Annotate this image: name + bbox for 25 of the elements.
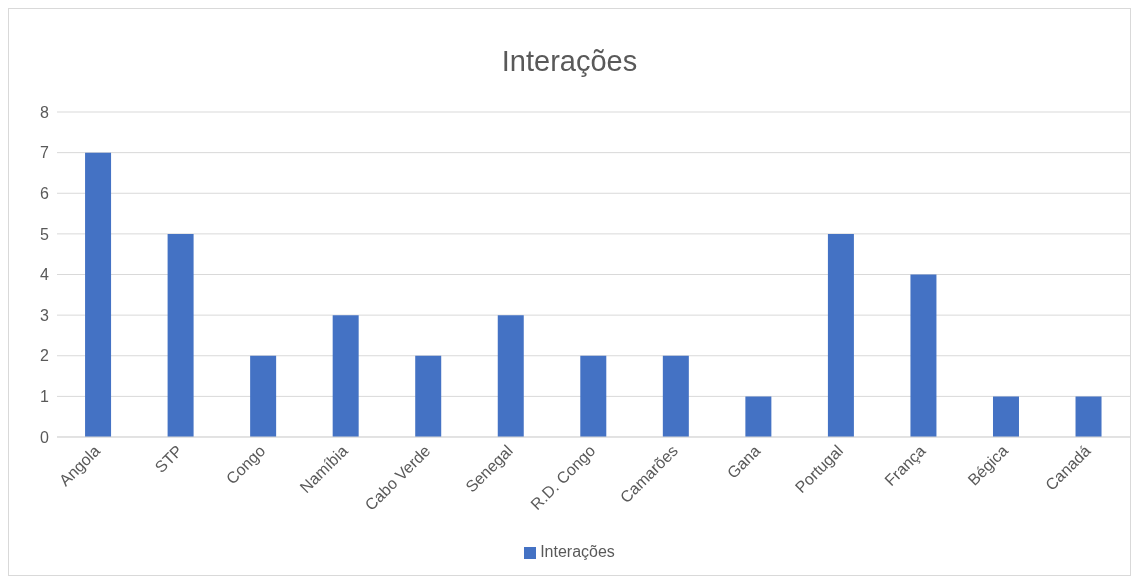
bar [992,396,1019,437]
y-tick-label: 5 [40,225,50,243]
y-tick-label: 6 [40,184,50,202]
bar [85,152,112,437]
y-tick-label: 3 [40,306,50,324]
bar [332,315,359,437]
y-tick-label: 1 [40,388,50,406]
x-tick-label: STP [151,441,186,476]
y-tick-label: 2 [40,347,50,365]
y-tick-label: 4 [40,266,50,284]
bar [827,233,854,437]
bar [250,355,277,437]
bar [745,396,772,437]
y-tick-label: 7 [40,144,50,162]
bar [910,274,937,437]
chart-title: Interações [500,45,639,78]
bar [1075,396,1102,437]
bar [167,233,194,437]
bar [580,355,607,437]
bar [497,315,524,437]
legend-label: Interações [540,543,615,560]
y-tick-label: 8 [40,103,50,121]
y-tick-label: 0 [40,428,50,446]
bar [415,355,442,437]
bar [662,355,689,437]
